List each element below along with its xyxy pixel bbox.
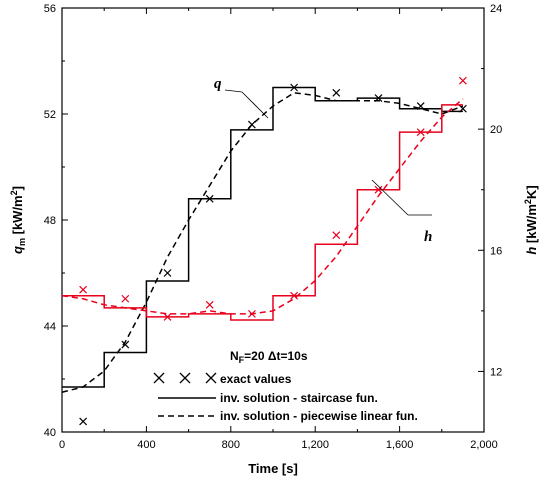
series-q-exact-point <box>290 83 299 92</box>
series-h-exact-point <box>79 285 88 294</box>
series-q-exact-point <box>247 120 256 129</box>
series-q-staircase <box>62 86 463 388</box>
y-axis-title-right: h [kW/m2K] <box>523 185 539 254</box>
series-h-exact-point <box>290 291 299 300</box>
series-q-exact-point <box>121 340 130 349</box>
y-right-tick-label: 12 <box>490 366 502 378</box>
series-h-exact-point <box>374 185 383 194</box>
h-annotation-pointer <box>371 179 409 216</box>
x-tick-label: 2,000 <box>470 439 498 451</box>
series-q-exact-point <box>163 269 172 277</box>
legend: exact values inv. solution - staircase f… <box>153 372 418 423</box>
x-tick-label: 0 <box>59 439 65 451</box>
series-h-exact-point <box>247 309 256 318</box>
y-left-tick-label: 48 <box>44 215 56 227</box>
series-group <box>61 76 467 426</box>
y-right-tick-label: 20 <box>490 124 502 136</box>
h-annotation-label: h <box>424 229 432 245</box>
axis-ticks: 0 400 800 1,200 1,600 2,000 40 44 48 52 56 12 16 20 24 <box>44 3 503 451</box>
series-q-exact-point <box>332 88 341 97</box>
q-annotation-pointer <box>241 91 269 119</box>
x-tick-label: 1,200 <box>301 439 329 451</box>
series-h-staircase <box>62 104 463 321</box>
x-axis-title: Time [s] <box>248 461 298 476</box>
legend-exact-label: exact values <box>220 372 292 386</box>
series-h-piecewise <box>61 98 464 315</box>
y-right-tick-label: 16 <box>490 245 502 257</box>
q-annotation-label: q <box>214 76 222 92</box>
series-h-exact-point <box>332 231 341 240</box>
series-h-exact-point <box>205 300 214 309</box>
x-tick-label: 800 <box>222 439 240 451</box>
y-left-tick-label: 56 <box>44 3 56 15</box>
series-h-exact-point <box>416 128 425 137</box>
series-q-exact-point <box>416 102 425 110</box>
y-left-tick-label: 52 <box>44 109 56 121</box>
y-axis-title-left: qm [kW/m2] <box>9 186 27 254</box>
y-right-tick-label: 24 <box>490 3 502 15</box>
series-q-piecewise <box>61 92 464 393</box>
series-q-exact-point <box>374 94 383 103</box>
x-tick-label: 1,600 <box>386 439 414 451</box>
series-q-exact-point <box>205 194 214 203</box>
legend-staircase-label: inv. solution - staircase fun. <box>220 391 378 405</box>
plot-frame <box>61 7 485 433</box>
y-left-tick-label: 40 <box>44 427 56 439</box>
series-h-exact-point <box>121 294 130 303</box>
series-q-exact-point <box>79 417 88 426</box>
series-q-exact-point <box>458 104 467 113</box>
legend-piecewise-label: inv. solution - piecewise linear fun. <box>220 409 418 423</box>
params-text: NF=20 Δt=10s <box>230 349 308 365</box>
legend-exact-markers <box>153 372 217 384</box>
series-h-exact-point <box>163 312 172 321</box>
q-annotation-leader <box>224 89 243 93</box>
y-left-tick-label: 44 <box>44 321 56 333</box>
x-tick-label: 400 <box>137 439 155 451</box>
series-h-exact-point <box>458 76 467 85</box>
